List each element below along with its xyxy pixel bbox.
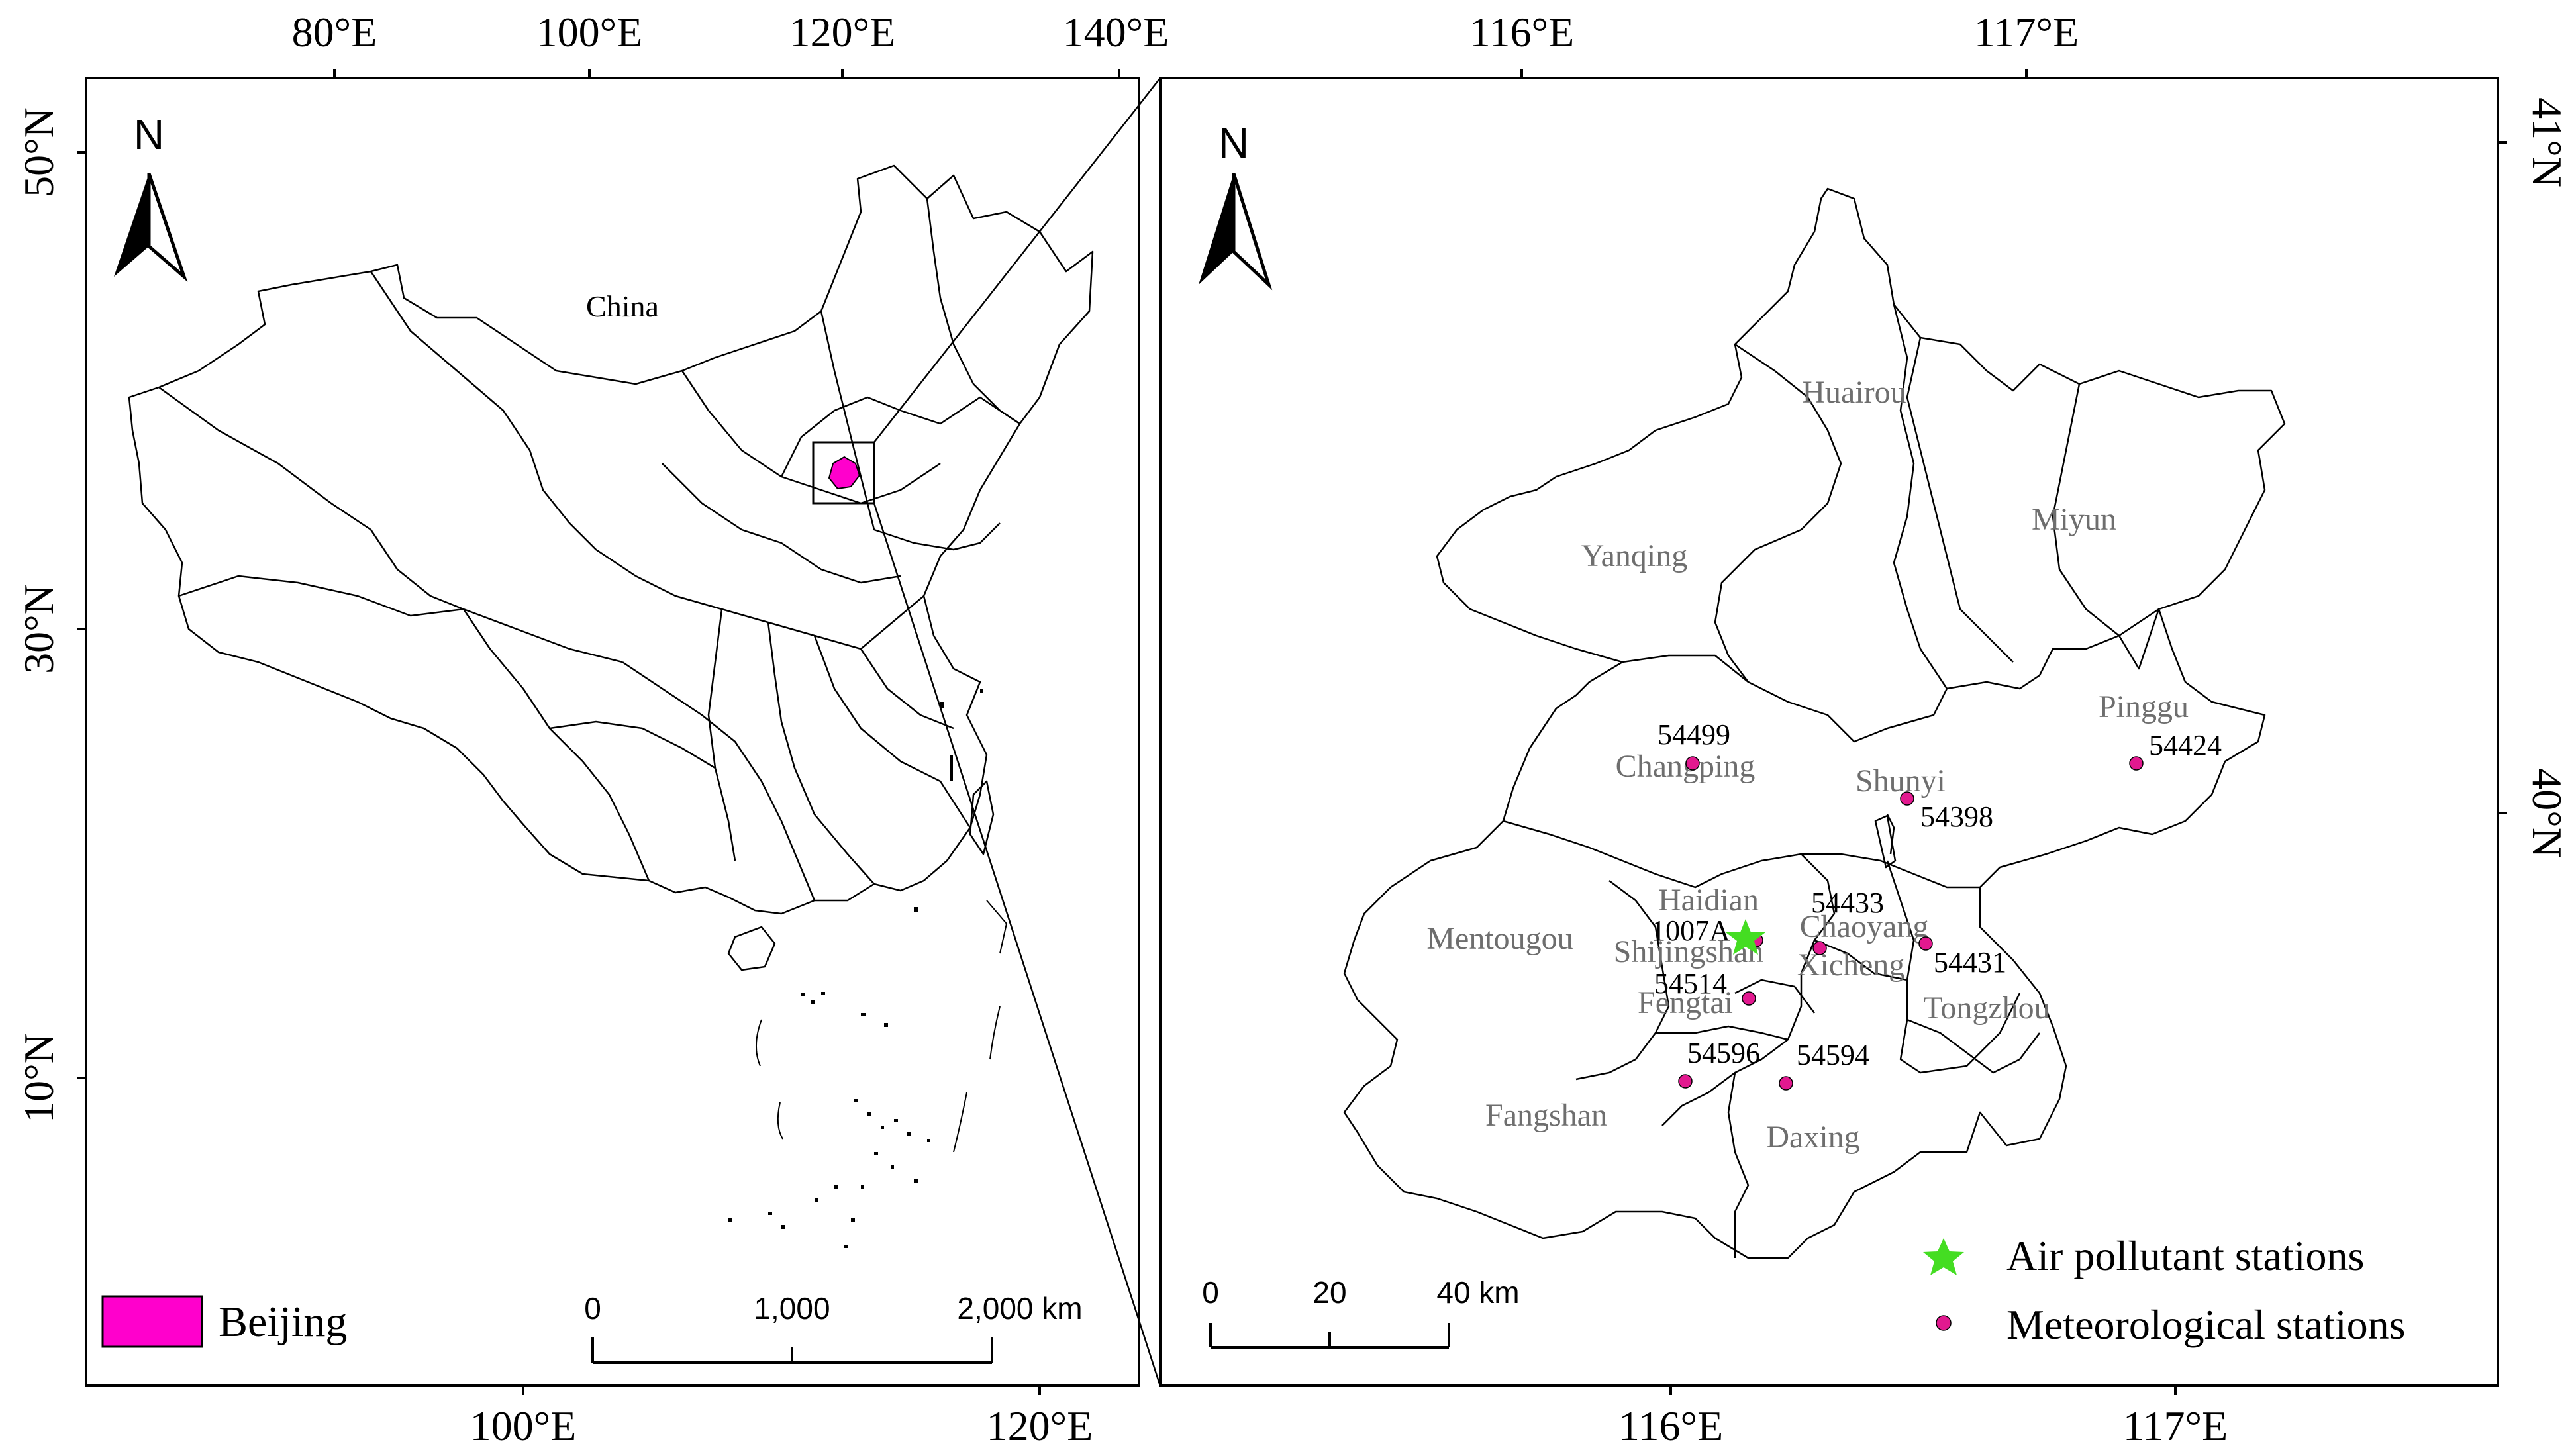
china-top-axis — [333, 69, 1120, 78]
station-54499-label: 54499 — [1657, 718, 1730, 751]
beijing-legend-swatch — [101, 1295, 203, 1348]
district-mentougou: Mentougou — [1426, 921, 1573, 956]
station-54594-label: 54594 — [1797, 1039, 1869, 1071]
district-haidian: Haidian — [1658, 883, 1759, 918]
china-panel: 80°E 100°E 120°E 140°E 100°E 120°E 50°N … — [15, 9, 1169, 1449]
district-shunyi: Shunyi — [1855, 763, 1946, 799]
beijing-boundary — [1343, 187, 2286, 1259]
shunyi-enclave — [1874, 814, 1897, 869]
china-scale-label-0: 0 — [584, 1291, 601, 1326]
station-1007a-label: 1007A — [1651, 914, 1730, 947]
legend-air-label: Air pollutant stations — [2006, 1232, 2364, 1279]
beijing-scale-label-20: 20 — [1312, 1275, 1346, 1310]
district-yanqing: Yanqing — [1581, 538, 1688, 573]
china-top-tick-120e: 120°E — [789, 9, 896, 56]
district-tongzhou: Tongzhou — [1923, 991, 2050, 1026]
beijing-north-label: N — [1218, 119, 1249, 167]
station-54433-point — [1812, 941, 1827, 955]
china-left-tick-50n: 50°N — [15, 107, 62, 197]
china-province-lines — [158, 198, 1020, 901]
china-top-tick-100e: 100°E — [536, 9, 643, 56]
beijing-legend-label: Beijing — [219, 1298, 347, 1346]
station-54431-point — [1918, 936, 1933, 951]
district-pinggu: Pinggu — [2099, 689, 2189, 724]
beijing-panel: 116°E 117°E 116°E 117°E 41°N 40°N N — [1159, 9, 2571, 1449]
beijing-bottom-axis — [1669, 1386, 2177, 1395]
china-islands — [728, 689, 983, 1248]
china-left-tick-10n: 10°N — [15, 1033, 62, 1123]
station-54424-label: 54424 — [2149, 729, 2222, 761]
beijing-scale-bar — [1209, 1323, 1450, 1349]
beijing-scale-label-0: 0 — [1202, 1275, 1219, 1310]
china-scale-label-1000: 1,000 — [754, 1291, 830, 1326]
beijing-top-tick-116e: 116°E — [1469, 9, 1574, 56]
district-chaoyang: Chaoyang — [1800, 909, 1929, 944]
station-54596-label: 54596 — [1687, 1037, 1760, 1069]
china-island-arcs — [755, 900, 1008, 1153]
beijing-district-lines — [1503, 304, 2160, 1258]
china-scale-bar — [591, 1337, 993, 1364]
district-huairou: Huairou — [1802, 375, 1906, 410]
district-xicheng: Xicheng — [1797, 947, 1905, 983]
beijing-top-axis — [1520, 69, 2028, 78]
china-left-axis — [77, 151, 86, 1079]
beijing-north-arrow-icon: N — [1199, 119, 1273, 291]
beijing-scale-label-40: 40 km — [1436, 1275, 1519, 1310]
beijing-right-axis — [2498, 141, 2507, 814]
beijing-panel-frame — [1159, 77, 2499, 1387]
district-fangshan: Fangshan — [1485, 1098, 1607, 1133]
station-54424-point — [2129, 756, 2144, 771]
station-54433-label: 54433 — [1811, 887, 1884, 919]
station-54514-point — [1742, 991, 1756, 1006]
china-north-label: N — [134, 111, 164, 158]
station-54499-point — [1685, 756, 1700, 771]
beijing-right-tick-40n: 40°N — [2524, 768, 2571, 858]
district-daxing: Daxing — [1766, 1120, 1859, 1155]
china-bottom-tick-120e: 120°E — [987, 1402, 1093, 1449]
hainan-island — [727, 926, 776, 971]
beijing-bottom-tick-117e: 117°E — [2123, 1402, 2228, 1449]
station-54398-point — [1900, 791, 1914, 806]
district-changping: Changping — [1616, 749, 1756, 784]
beijing-right-tick-41n: 41°N — [2524, 97, 2571, 187]
station-54431-label: 54431 — [1934, 946, 2006, 979]
station-54514-label: 54514 — [1654, 967, 1727, 1000]
china-top-tick-140e: 140°E — [1063, 9, 1169, 56]
china-panel-frame — [85, 77, 1140, 1387]
legend-met-point-icon — [1936, 1315, 1952, 1331]
inset-connector-lines — [873, 77, 1162, 1386]
china-left-tick-30n: 30°N — [15, 584, 62, 674]
china-top-tick-80e: 80°E — [292, 9, 377, 56]
china-scale-label-2000: 2,000 km — [957, 1291, 1082, 1326]
beijing-highlight — [828, 456, 861, 490]
china-bottom-tick-100e: 100°E — [470, 1402, 577, 1449]
beijing-top-tick-117e: 117°E — [1974, 9, 2079, 56]
legend-air-star-icon — [1923, 1238, 1964, 1275]
china-boundary — [128, 164, 1094, 915]
district-miyun: Miyun — [2032, 502, 2116, 537]
district-fengtai: Fengtai — [1638, 985, 1733, 1020]
taiwan-island — [969, 780, 995, 855]
station-54398-label: 54398 — [1920, 801, 1993, 833]
station-54596-point — [1678, 1074, 1693, 1089]
air-station-1007a-star-icon — [1726, 919, 1765, 955]
china-north-arrow-icon: N — [114, 111, 188, 282]
station-54594-point — [1779, 1076, 1793, 1091]
beijing-bottom-tick-116e: 116°E — [1618, 1402, 1723, 1449]
china-bottom-axis — [522, 1386, 1041, 1395]
legend-met-label: Meteorological stations — [2006, 1301, 2406, 1348]
beijing-inset-box — [812, 441, 875, 505]
china-label: China — [586, 289, 659, 323]
